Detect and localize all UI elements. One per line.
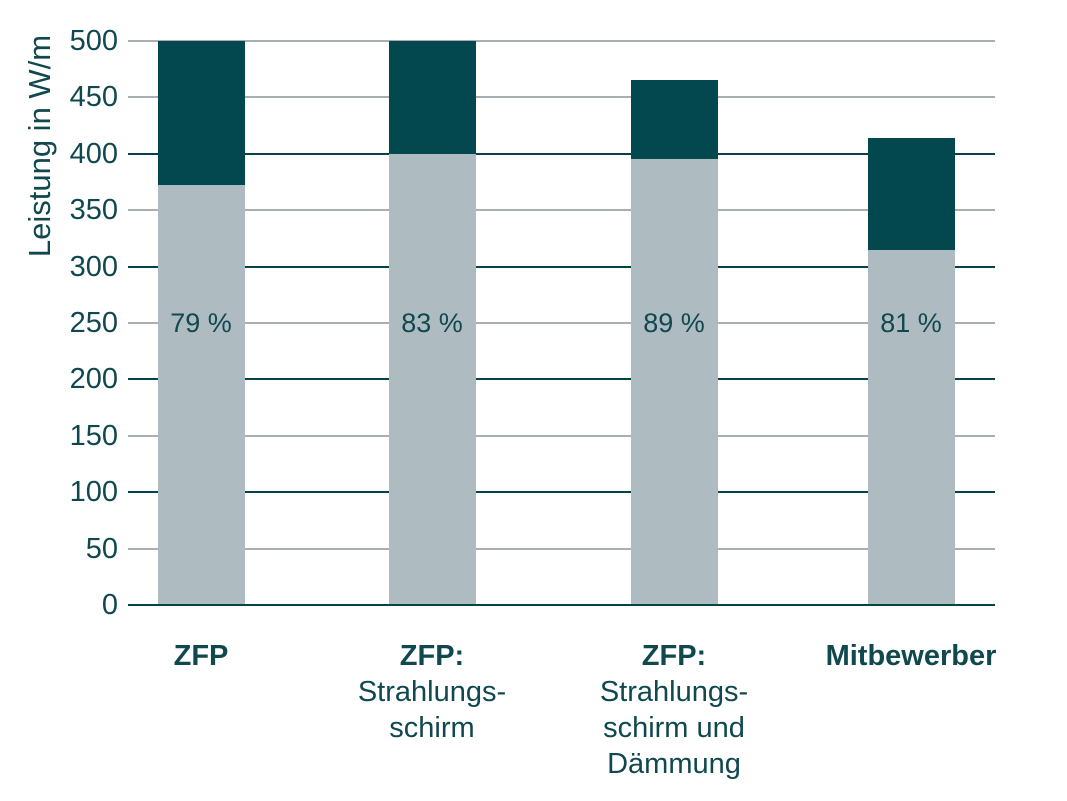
bar-2-segment-dark [388,41,476,154]
y-tick-label-250: 250 [69,307,118,339]
category-label-3-line-1: ZFP: [641,640,707,672]
category-label-3: ZFP: Strahlungs-schirm und Dämmung [534,638,814,782]
gridline-0 [128,604,995,606]
category-label-4: Mitbewerber [771,638,1051,674]
percent-label-2: 83 % [401,308,463,338]
category-label-3-line-3: schirm und [603,712,745,744]
category-label-3-line-4: Dämmung [607,748,741,780]
gridline-450 [128,96,995,99]
y-tick-label-500: 500 [69,25,118,57]
gridline-500 [128,40,995,42]
percent-label-3: 89 % [643,308,705,338]
gridline-400 [128,152,995,155]
bar-3-segment-dark [630,80,718,159]
category-label-2-line-2: Strahlungs- [357,676,507,708]
gridline-100 [128,491,995,494]
category-label-1-line-1: ZFP [173,640,229,672]
gridline-250 [128,322,995,324]
percent-label-4: 81 % [880,308,942,338]
gridline-50 [128,547,995,550]
bar-4-segment-dark [867,138,955,250]
gridline-300 [128,265,995,268]
bar-1-segment-light [157,185,245,605]
category-label-2-line-1: ZFP: [399,640,465,672]
category-label-1: ZFP [61,638,341,674]
y-tick-label-0: 0 [101,589,118,621]
bar-4-segment-light [867,250,955,605]
percent-label-1: 79 % [170,308,232,338]
gridline-350 [128,209,995,212]
y-tick-label-200: 200 [69,363,118,396]
gridline-200 [128,378,995,381]
bar-3-segment-light [630,159,718,605]
gridline-150 [128,434,995,437]
y-tick-label-400: 400 [69,137,118,170]
y-tick-label-350: 350 [69,194,118,227]
bar-1-segment-dark [157,41,245,185]
y-tick-label-50: 50 [85,532,118,565]
y-tick-label-450: 450 [69,81,118,114]
y-tick-label-150: 150 [69,419,118,452]
category-label-4-line-1: Mitbewerber [825,640,997,672]
category-label-2: ZFP: Strahlungs-schirm [292,638,572,746]
category-label-2-line-3: schirm [389,712,475,744]
bar-2-segment-light [388,154,476,605]
category-label-3-line-2: Strahlungs- [599,676,749,708]
y-tick-label-100: 100 [69,476,118,509]
y-tick-label-300: 300 [69,250,118,283]
